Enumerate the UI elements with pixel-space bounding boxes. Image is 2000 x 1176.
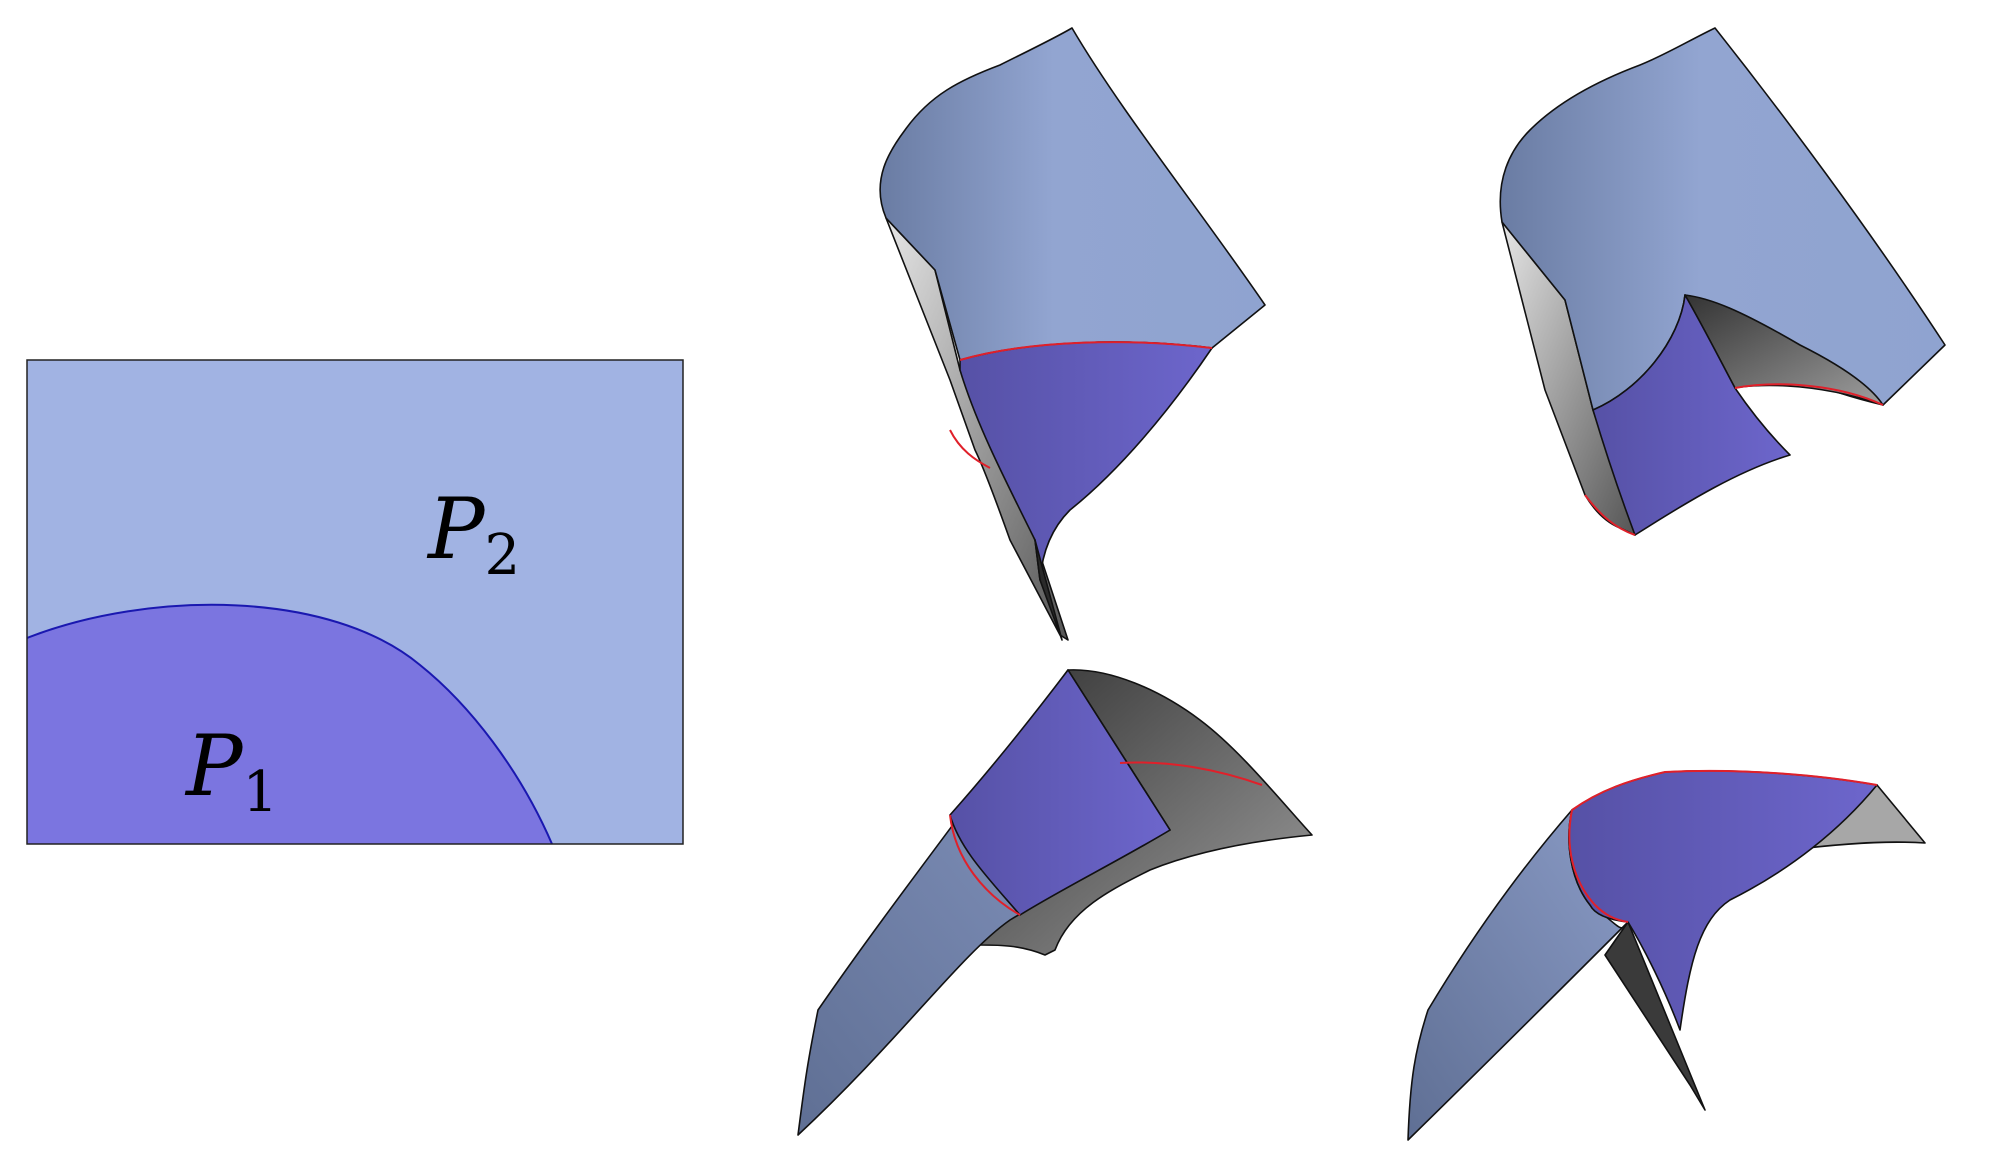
domain-frame — [26, 359, 684, 845]
surface-grey-strip — [885, 217, 1069, 641]
surface-violet-patch — [1568, 770, 1878, 1031]
seam-curve — [949, 429, 991, 469]
view-bottom-right — [1407, 769, 1926, 1141]
label-p1-subscript: 1 — [243, 760, 279, 825]
label-p2-symbol: P — [426, 480, 486, 578]
label-p2-subscript: 2 — [485, 523, 521, 588]
boundary-curve — [26, 603, 553, 845]
view-bottom-left — [797, 669, 1313, 1136]
region-p1 — [27, 604, 552, 844]
view-top-right — [1499, 27, 1946, 536]
seam-curve — [959, 341, 1213, 361]
surface-violet-patch — [1592, 294, 1791, 536]
seam-curve — [1119, 761, 1263, 786]
seam-curve — [1568, 809, 1629, 923]
seam-curve — [1584, 494, 1636, 536]
surface-violet-patch — [949, 669, 1171, 916]
surface-violet-patch — [959, 341, 1213, 581]
seam-curve — [1734, 383, 1884, 406]
label-p2: P2 — [426, 480, 520, 588]
view-top-left — [879, 27, 1266, 641]
seam-curve — [1571, 769, 1878, 811]
label-p1: P1 — [184, 717, 278, 825]
surface-dark-tip — [1034, 539, 1063, 641]
seam-curve — [949, 814, 1021, 916]
parameter-domain: P2 P1 — [26, 359, 684, 845]
surface-dark-tip — [1604, 921, 1706, 1111]
label-p1-symbol: P — [184, 717, 244, 815]
